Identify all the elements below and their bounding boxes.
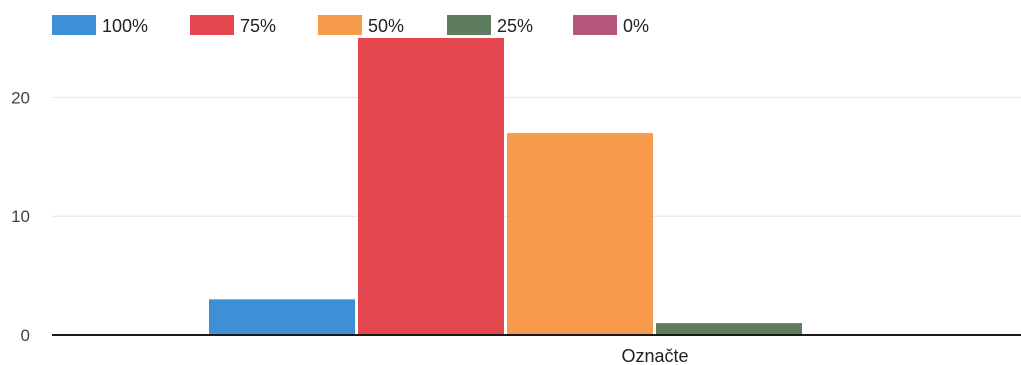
legend: 100% 75% 50% 25% 0% — [52, 15, 649, 36]
legend-swatch-100pct — [52, 15, 96, 35]
legend-label-0pct: 0% — [623, 16, 649, 36]
y-tick-label: 10 — [11, 207, 30, 226]
y-tick-label: 20 — [11, 88, 30, 107]
legend-swatch-75pct — [190, 15, 234, 35]
y-tick-label: 0 — [21, 326, 30, 345]
legend-swatch-25pct — [447, 15, 491, 35]
legend-swatch-50pct — [318, 15, 362, 35]
legend-label-50pct: 50% — [368, 16, 404, 36]
bar-75pct — [358, 38, 504, 335]
bar-50pct — [507, 133, 653, 335]
legend-label-25pct: 25% — [497, 16, 533, 36]
category-label: Označte — [621, 346, 688, 365]
legend-swatch-0pct — [573, 15, 617, 35]
legend-label-75pct: 75% — [240, 16, 276, 36]
bar-25pct — [656, 323, 802, 335]
bar-100pct — [209, 299, 355, 335]
bars — [209, 38, 802, 335]
legend-label-100pct: 100% — [102, 16, 148, 36]
y-axis-ticks: 0 10 20 — [11, 88, 30, 345]
